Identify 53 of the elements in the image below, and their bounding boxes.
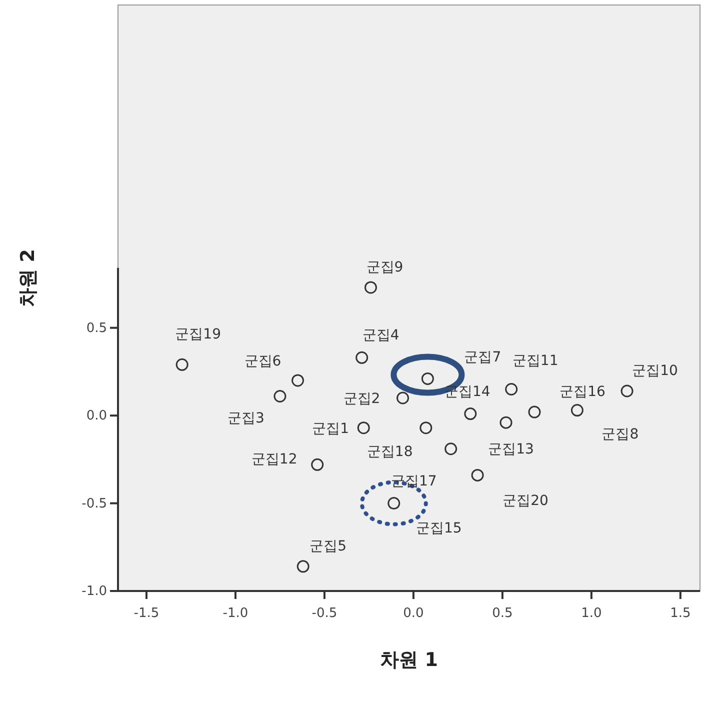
point <box>357 422 370 434</box>
x-tick-label: -0.5 <box>312 606 338 621</box>
annotation: 군집19 <box>175 326 221 343</box>
annotation: 군집6 <box>244 353 282 370</box>
annotation: 군집2 <box>343 391 380 408</box>
point <box>396 392 410 404</box>
point <box>421 372 434 385</box>
annotation: 군집11 <box>512 353 558 370</box>
y-tick-label: -0.5 <box>82 496 107 512</box>
x-tick-label: -1.5 <box>134 606 160 621</box>
point <box>570 404 584 417</box>
y-tick-label: -1.0 <box>82 584 107 599</box>
y-axis-title: 차원 2 <box>17 249 39 307</box>
point <box>444 442 458 456</box>
x-tick-label: -1.0 <box>222 606 248 621</box>
point <box>471 468 484 482</box>
point <box>620 384 634 398</box>
point <box>356 351 368 364</box>
point <box>292 374 304 387</box>
point <box>311 458 324 471</box>
y-tick-label: 0.0 <box>86 408 107 424</box>
x-tick-label: 0.0 <box>403 606 424 621</box>
annotation: 군집12 <box>251 452 298 468</box>
annotation: 군집10 <box>632 362 678 379</box>
x-axis-title: 차원 1 <box>380 649 438 671</box>
x-tick-label: 1.5 <box>670 606 691 621</box>
point <box>296 560 310 573</box>
point <box>388 497 400 510</box>
y-tick-label: 0.5 <box>86 320 107 336</box>
point <box>176 358 188 371</box>
annotation: 군집7 <box>464 350 502 366</box>
annotation: 군집13 <box>488 442 534 458</box>
point <box>464 408 477 420</box>
annotation: 군집4 <box>362 328 400 344</box>
annotation: 군집20 <box>502 493 548 510</box>
point <box>528 406 541 418</box>
annotation: 군집5 <box>310 538 347 554</box>
point <box>274 390 286 402</box>
annotation: 군집15 <box>416 520 462 536</box>
annotation: 군집8 <box>602 426 639 442</box>
x-tick-label: 1.0 <box>581 606 602 621</box>
annotation: 군집9 <box>366 259 404 276</box>
point <box>505 382 518 396</box>
point <box>500 416 512 429</box>
annotation: 군집17 <box>390 473 437 490</box>
annotation: 군집14 <box>444 384 490 400</box>
annotation: 군집18 <box>366 444 413 460</box>
point <box>420 422 432 434</box>
annotation: 군집1 <box>312 420 350 437</box>
annotation: 군집3 <box>228 410 264 426</box>
annotation: 군집16 <box>560 384 606 400</box>
x-tick-label: 0.5 <box>492 606 513 621</box>
point <box>364 281 377 294</box>
